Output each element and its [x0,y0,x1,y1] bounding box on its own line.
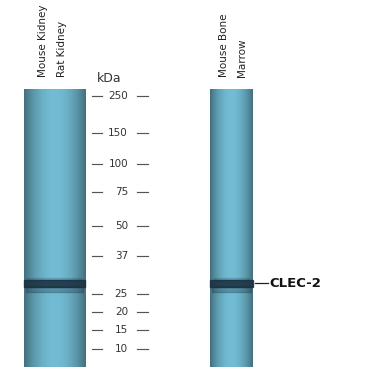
Bar [26,286,83,292]
Text: kDa: kDa [97,72,122,86]
Text: 100: 100 [108,159,128,170]
Text: 50: 50 [115,220,128,231]
Text: 75: 75 [115,187,128,197]
Bar [27,278,81,280]
Bar [212,286,251,292]
Text: 250: 250 [108,92,128,102]
Text: Marrow: Marrow [237,38,247,76]
Text: 150: 150 [108,128,128,138]
Text: 37: 37 [115,251,128,261]
Text: 25: 25 [115,289,128,298]
Text: Mouse Kidney: Mouse Kidney [38,4,48,76]
Text: 20: 20 [115,307,128,316]
Text: Mouse Bone: Mouse Bone [219,13,229,76]
Text: 10: 10 [115,344,128,354]
Text: Rat Kidney: Rat Kidney [57,21,67,76]
Text: CLEC-2: CLEC-2 [269,277,321,290]
Bar [24,280,85,286]
Text: 15: 15 [115,325,128,334]
Bar [210,280,253,286]
Bar [213,278,249,280]
